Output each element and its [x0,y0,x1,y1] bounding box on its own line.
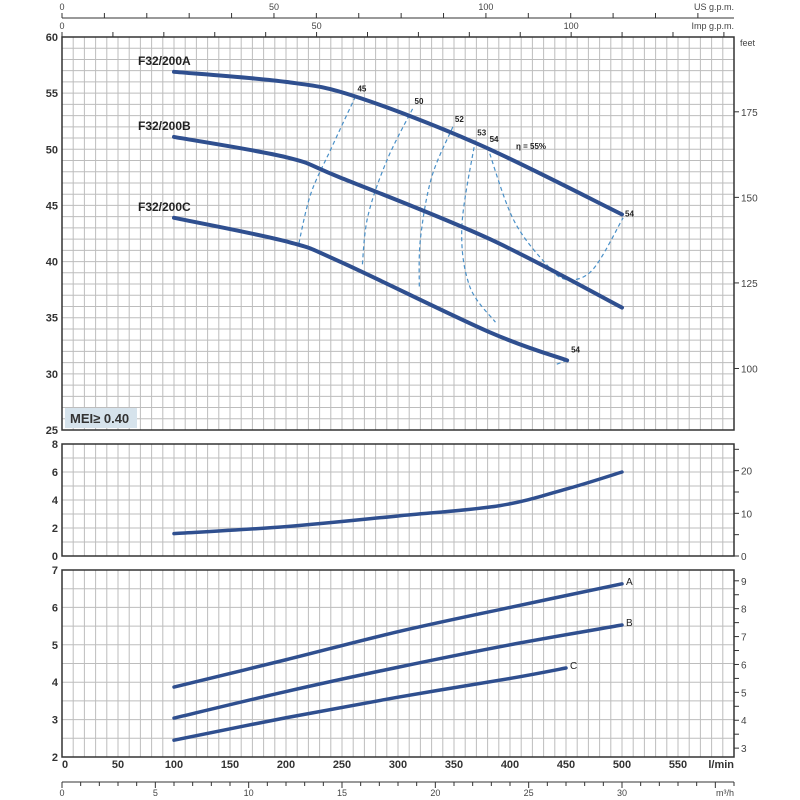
y-tick-label: 35 [46,313,58,325]
x-unit-label: l/min [708,759,734,771]
x-tick-label: 0 [62,759,68,771]
y-tick-label: 4 [52,677,59,689]
impgpm-unit-label: Imp g.p.m. [691,21,734,31]
curve-label: F32/200A [138,54,191,68]
m3h-tick-label: 20 [430,788,440,798]
x-tick-label: 100 [165,759,183,771]
x-tick-label: 50 [112,759,124,771]
y-tick-label: 2 [52,523,58,535]
right-tick-label: 9 [741,577,747,588]
m3h-tick-label: 10 [244,788,254,798]
m3h-tick-label: 0 [59,788,64,798]
y-tick-label: 55 [46,88,58,100]
mei-badge-text: MEI≥ 0.40 [70,411,129,426]
m3h-tick-label: 15 [337,788,347,798]
x-tick-label: 450 [557,759,575,771]
y-tick-label: 5 [52,640,58,652]
y-tick-label: 2 [52,752,58,764]
plot-frame [61,443,735,557]
x-tick-label: 250 [333,759,351,771]
curve-f32-200b [172,134,624,310]
efficiency-line [361,108,414,268]
plot-frame [61,569,735,758]
curve-label: F32/200B [138,119,191,133]
mei-badge [65,408,137,428]
y-tick-label: 3 [52,715,58,727]
y-tick-label: 45 [46,200,58,212]
right-tick-label: 6 [741,660,747,671]
efficiency-label-a-end: 54 [625,209,634,218]
usgpm-tick-label: 50 [269,2,279,12]
efficiency-label: 54 [490,135,499,144]
right-tick-label: 5 [741,688,747,699]
efficiency-line [461,140,496,323]
x-tick-label: 550 [669,759,687,771]
m3h-tick-label: 25 [524,788,534,798]
x-tick-label: 350 [445,759,463,771]
x-tick-label: 300 [389,759,407,771]
impgpm-tick-label: 0 [59,21,64,31]
m3h-tick-label: 30 [617,788,627,798]
x-tick-label: 500 [613,759,631,771]
y-tick-label: 40 [46,257,58,269]
y-tick-label: 30 [46,369,58,381]
power-curve-label: A [626,577,633,588]
y-tick-label: 50 [46,144,58,156]
right-tick-label: 0 [741,552,747,563]
right-tick-label: 3 [741,744,747,755]
right-tick-label: 150 [741,193,758,204]
right-tick-label: 7 [741,633,747,644]
y-tick-label: 8 [52,439,58,451]
power-curve-a [172,582,624,689]
curve-f32-200a [172,69,624,217]
efficiency-label: 50 [415,97,424,106]
efficiency-label: 53 [477,128,486,137]
usgpm-tick-label: 100 [478,2,493,12]
y-tick-label: 25 [46,425,58,437]
right-tick-label: 125 [741,279,758,290]
impgpm-tick-label: 50 [312,21,322,31]
power-curve-b [172,623,624,720]
y-tick-label: 0 [52,551,58,563]
right-tick-label: 20 [741,467,753,478]
x-tick-label: 200 [277,759,295,771]
efficiency-label: 54 [571,345,580,354]
efficiency-label: 52 [455,115,464,124]
y-tick-label: 6 [52,602,58,614]
power-curve-c [172,666,568,742]
x-tick-label: 150 [221,759,239,771]
m3h-unit-label: m³/h [716,788,734,798]
y-tick-label: 4 [52,495,59,507]
efficiency-line [487,146,624,281]
usgpm-tick-label: 0 [59,2,64,12]
power-curve-label: C [570,661,577,672]
y-tick-label: 60 [46,32,58,44]
m3h-tick-label: 5 [153,788,158,798]
x-tick-label: 400 [501,759,519,771]
y-tick-label: 6 [52,467,58,479]
best-efficiency-label: η = 55% [516,142,546,151]
efficiency-label: 45 [357,85,366,94]
right-tick-label: 100 [741,364,758,375]
right-tick-label: 8 [741,605,747,616]
right-tick-label: 175 [741,108,758,119]
usgpm-unit-label: US g.p.m. [694,2,734,12]
npsh-curve [172,470,624,536]
curve-f32-200c [172,215,570,363]
y-tick-label: 7 [52,565,58,577]
power-curve-label: B [626,618,633,629]
right-tick-label: 10 [741,509,753,520]
feet-unit-label: feet [740,38,756,48]
right-tick-label: 4 [741,716,747,727]
efficiency-line [418,126,454,289]
curve-label: F32/200C [138,200,191,214]
impgpm-tick-label: 100 [564,21,579,31]
